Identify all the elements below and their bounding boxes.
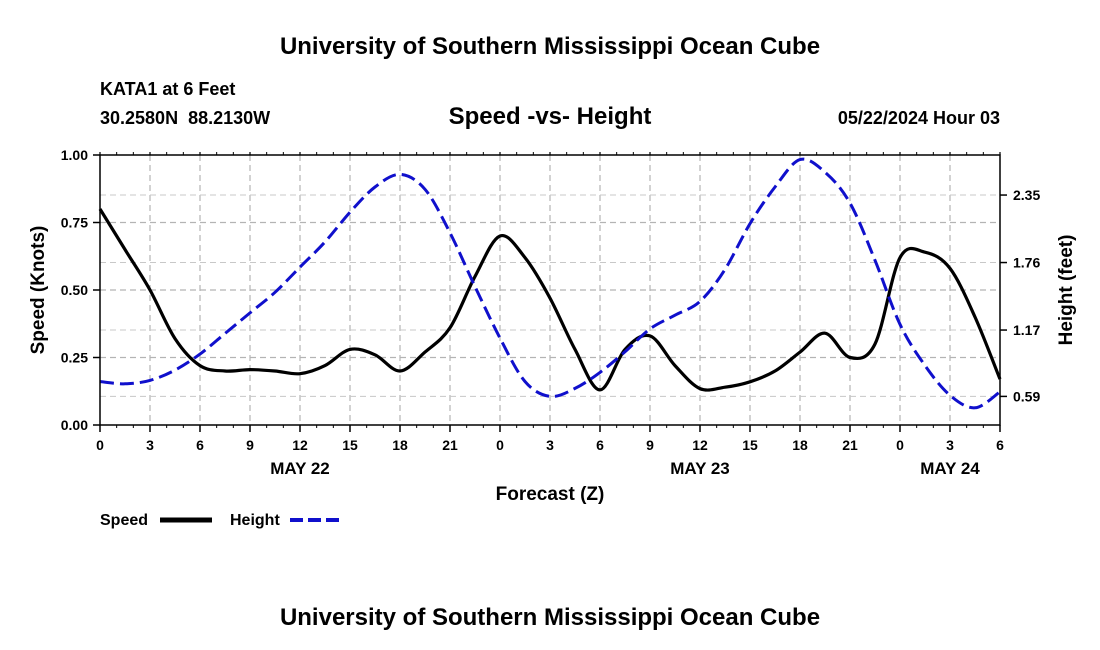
date-label: MAY 23 bbox=[670, 459, 730, 478]
x-tick-label: 6 bbox=[196, 437, 204, 453]
date-label: MAY 24 bbox=[920, 459, 980, 478]
x-tick-label: 21 bbox=[442, 437, 458, 453]
y-right-tick-label: 1.76 bbox=[1013, 255, 1040, 271]
series-layer bbox=[98, 157, 1002, 410]
series-line-height bbox=[99, 157, 1001, 410]
y-right-tick-label: 2.35 bbox=[1013, 187, 1040, 203]
axes-layer: 0 3 6 9 12 15 18 21 0 3 6 9 12 15 18 21 0 3 6 0.00 0.25 0.50 0… bbox=[61, 147, 1041, 478]
x-tick-label: 9 bbox=[646, 437, 654, 453]
grid bbox=[100, 155, 1000, 425]
legend: Speed Height bbox=[100, 512, 342, 529]
y-left-tick-label: 0.50 bbox=[61, 282, 88, 298]
x-tick-label: 6 bbox=[996, 437, 1004, 453]
y-axis-left-label: Speed (Knots) bbox=[28, 226, 49, 355]
x-tick-label: 12 bbox=[292, 437, 308, 453]
x-tick-label: 21 bbox=[842, 437, 858, 453]
x-tick-label: 18 bbox=[792, 437, 808, 453]
x-tick-label: 3 bbox=[546, 437, 554, 453]
x-tick-label: 3 bbox=[146, 437, 154, 453]
y-left-tick-label: 0.00 bbox=[61, 417, 88, 433]
x-tick-label: 3 bbox=[946, 437, 954, 453]
x-tick-label: 6 bbox=[596, 437, 604, 453]
legend-speed-label: Speed bbox=[100, 512, 148, 529]
series-line-speed bbox=[98, 208, 1002, 392]
x-tick-label: 12 bbox=[692, 437, 708, 453]
x-tick-label: 0 bbox=[896, 437, 904, 453]
x-tick-label: 0 bbox=[96, 437, 104, 453]
y-left-tick-label: 0.75 bbox=[61, 215, 88, 231]
y-right-tick-label: 0.59 bbox=[1013, 388, 1040, 404]
y-axis-right-label: Height (feet) bbox=[1056, 235, 1077, 346]
x-tick-label: 15 bbox=[342, 437, 358, 453]
station-coordinates: 30.2580N 88.2130W bbox=[100, 108, 270, 128]
chart-subtitle: Speed -vs- Height bbox=[449, 103, 652, 130]
legend-height-label: Height bbox=[230, 512, 280, 529]
forecast-timestamp: 05/22/2024 Hour 03 bbox=[838, 108, 1000, 128]
x-tick-label: 15 bbox=[742, 437, 758, 453]
x-tick-label: 0 bbox=[496, 437, 504, 453]
x-tick-label: 18 bbox=[392, 437, 408, 453]
y-left-tick-label: 1.00 bbox=[61, 147, 88, 163]
x-tick-label: 9 bbox=[246, 437, 254, 453]
x-axis-label: Forecast (Z) bbox=[496, 484, 605, 505]
footer-title: University of Southern Mississippi Ocean… bbox=[280, 604, 820, 631]
chart-title: University of Southern Mississippi Ocean… bbox=[280, 33, 820, 60]
date-label: MAY 22 bbox=[270, 459, 330, 478]
station-label: KATA1 at 6 Feet bbox=[100, 79, 235, 99]
y-left-tick-label: 0.25 bbox=[61, 350, 88, 366]
y-right-tick-label: 1.17 bbox=[1013, 322, 1040, 338]
